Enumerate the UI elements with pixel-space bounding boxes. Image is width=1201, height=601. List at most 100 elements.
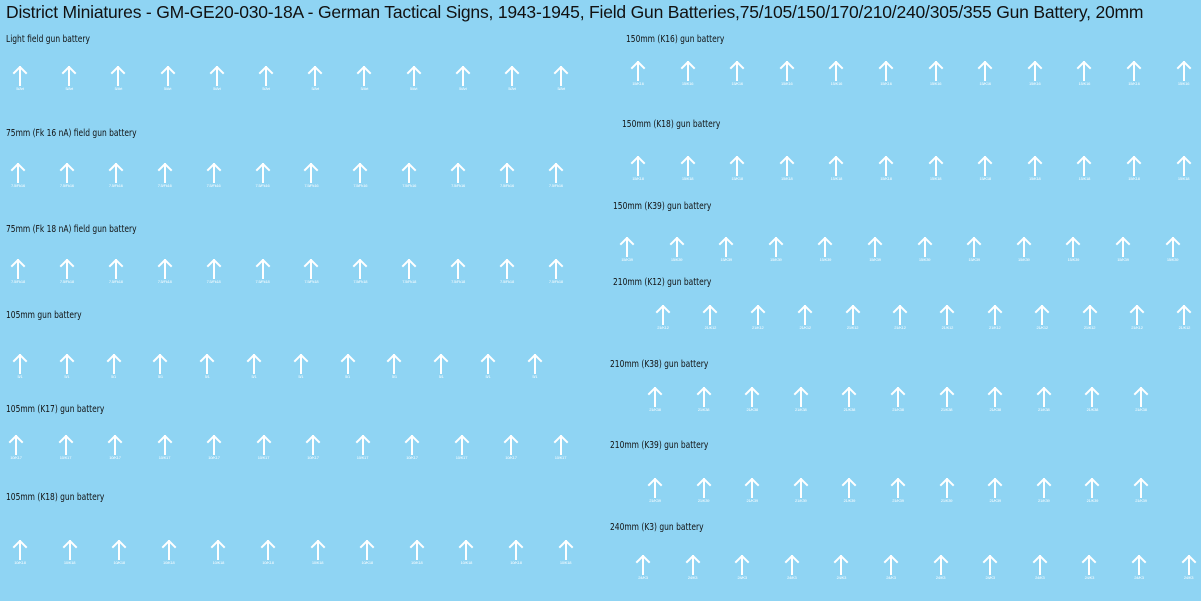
sign-code-label: 15/K39	[720, 257, 732, 262]
sign-code-label: 7.5/Fk18	[11, 279, 25, 284]
arrow-up-icon	[982, 555, 998, 575]
artillery-arrow-sign: 7.5/Fk16	[106, 163, 130, 193]
sign-code-label: 5/1	[64, 374, 70, 379]
arrow-up-icon	[12, 66, 28, 86]
artillery-arrow-sign: 10/K18	[208, 540, 232, 570]
sign-code-label: 15/K18	[929, 176, 942, 181]
artillery-arrow-sign: 7.5/Fk16	[204, 163, 228, 193]
sign-code-label: 5/Art	[409, 86, 418, 91]
artillery-arrow-sign: 15/K18	[926, 156, 950, 186]
arrow-up-icon	[157, 163, 173, 183]
arrow-up-icon	[1131, 555, 1147, 575]
arrow-up-icon	[303, 163, 319, 183]
section-label-210-k39: 210mm (K39) gun battery	[610, 440, 709, 451]
artillery-arrow-sign: 15/K18	[975, 156, 999, 186]
artillery-arrow-sign: 5/Art	[404, 66, 428, 96]
artillery-arrow-sign: 21/K38	[937, 387, 961, 417]
artillery-arrow-sign: 15/K39	[1063, 237, 1087, 267]
sign-code-label: 21/K38	[989, 407, 1001, 412]
arrow-up-icon	[458, 540, 474, 560]
artillery-arrow-sign: 21/K12	[1127, 305, 1151, 335]
sign-code-label: 5/1	[251, 374, 257, 379]
artillery-arrow-sign: 15/K39	[667, 237, 691, 267]
artillery-arrow-sign: 21/K12	[795, 305, 819, 335]
artillery-arrow-sign: 7.5/Fk16	[57, 163, 81, 193]
arrow-up-icon	[647, 387, 663, 407]
arrow-up-icon	[977, 156, 993, 176]
arrow-up-icon	[729, 61, 745, 81]
artillery-arrow-sign: 15/K16	[926, 61, 950, 91]
arrow-up-icon	[450, 163, 466, 183]
sign-code-label: 7.5/Fk18	[402, 279, 417, 284]
arrow-up-icon	[303, 259, 319, 279]
sign-code-label: 5/1	[345, 374, 351, 379]
arrow-up-icon	[784, 555, 800, 575]
arrow-up-icon	[833, 555, 849, 575]
artillery-arrow-sign: 5/1	[104, 354, 128, 384]
sign-code-label: 10/K18	[510, 560, 522, 565]
artillery-arrow-sign: 15/K16	[1074, 61, 1098, 91]
arrow-up-icon	[883, 555, 899, 575]
artillery-arrow-sign: 15/K16	[678, 61, 702, 91]
artillery-arrow-sign: 15/K39	[766, 237, 790, 267]
artillery-arrow-sign: 5/Art	[551, 66, 575, 96]
artillery-arrow-sign: 5/1	[197, 354, 221, 384]
sign-code-label: 5/Art	[65, 86, 73, 91]
arrow-up-icon	[828, 156, 844, 176]
artillery-arrow-sign: 21/K12	[700, 305, 724, 335]
sign-code-label: 21/K12	[941, 325, 954, 330]
sign-code-label: 10/K18	[14, 560, 26, 565]
sign-code-label: 10/K18	[311, 560, 324, 565]
artillery-arrow-sign: 15/K39	[964, 237, 988, 267]
sign-code-label: 21/K38	[795, 407, 807, 412]
arrow-up-icon	[504, 66, 520, 86]
arrow-up-icon	[293, 354, 309, 374]
artillery-arrow-sign: 15/K18	[678, 156, 702, 186]
artillery-arrow-sign: 7.5/Fk16	[350, 163, 374, 193]
arrow-up-icon	[359, 540, 375, 560]
artillery-arrow-sign: 7.5/Fk16	[301, 163, 325, 193]
arrow-up-icon	[892, 305, 908, 325]
sign-code-label: 7.5/Fk16	[500, 183, 514, 188]
arrow-up-icon	[744, 387, 760, 407]
arrow-up-icon	[928, 156, 944, 176]
arrow-up-icon	[107, 435, 123, 455]
artillery-arrow-sign: 24/K3	[980, 555, 1004, 585]
sign-code-label: 15/K18	[1128, 176, 1140, 181]
sign-code-label: 21/K38	[1086, 407, 1099, 412]
artillery-arrow-sign: 21/K38	[1082, 387, 1106, 417]
artillery-arrow-sign: 7.5/Fk16	[399, 163, 423, 193]
sign-code-label: 5/Art	[311, 86, 319, 91]
sign-code-label: 7.5/Fk16	[304, 183, 319, 188]
sign-code-label: 5/Art	[508, 86, 516, 91]
artillery-arrow-sign: 15/K16	[777, 61, 801, 91]
sign-code-label: 7.5/Fk18	[304, 279, 319, 284]
artillery-arrow-sign: 10/K17	[303, 435, 327, 465]
arrow-up-icon	[61, 66, 77, 86]
sign-code-label: 7.5/Fk18	[157, 279, 172, 284]
sign-code-label: 10/K17	[455, 455, 468, 460]
sign-code-label: 21/K38	[746, 407, 758, 412]
arrow-up-icon	[210, 540, 226, 560]
sign-code-label: 7.5/Fk16	[108, 183, 123, 188]
artillery-arrow-sign: 15/K39	[1014, 237, 1038, 267]
artillery-arrow-sign: 15/K39	[716, 237, 740, 267]
artillery-arrow-sign: 15/K18	[628, 156, 652, 186]
sign-code-label: 21/K39	[649, 498, 661, 503]
arrow-up-icon	[779, 61, 795, 81]
artillery-arrow-sign: 10/K18	[506, 540, 530, 570]
sign-code-label: 15/K16	[632, 81, 644, 86]
sign-code-label: 15/K39	[1067, 257, 1080, 262]
artillery-arrow-sign: 5/1	[338, 354, 362, 384]
sign-code-label: 5/Art	[360, 86, 369, 91]
sign-code-label: 15/K16	[830, 81, 843, 86]
artillery-arrow-sign: 7.5/Fk18	[57, 259, 81, 289]
artillery-arrow-sign: 10/K17	[402, 435, 426, 465]
artillery-arrow-sign: 15/K18	[1174, 156, 1198, 186]
artillery-arrow-sign: 5/1	[244, 354, 268, 384]
arrow-up-icon	[401, 163, 417, 183]
sign-code-label: 7.5/Fk18	[451, 279, 466, 284]
sign-code-label: 5/Art	[16, 86, 24, 91]
artillery-arrow-sign: 21/K39	[742, 478, 766, 508]
artillery-arrow-sign: 7.5/Fk18	[399, 259, 423, 289]
